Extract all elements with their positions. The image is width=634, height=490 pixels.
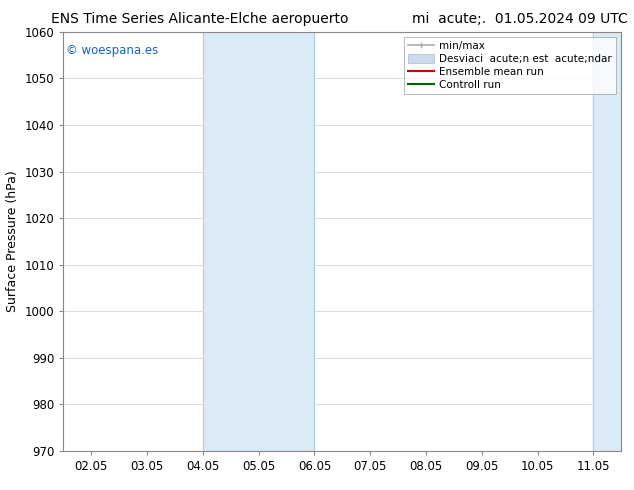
Y-axis label: Surface Pressure (hPa): Surface Pressure (hPa) bbox=[6, 171, 19, 312]
Text: mi  acute;.  01.05.2024 09 UTC: mi acute;. 01.05.2024 09 UTC bbox=[412, 12, 628, 26]
Bar bbox=[593, 32, 627, 451]
Text: © woespana.es: © woespana.es bbox=[66, 45, 158, 57]
Bar bbox=[203, 32, 314, 451]
Text: ENS Time Series Alicante-Elche aeropuerto: ENS Time Series Alicante-Elche aeropuert… bbox=[51, 12, 348, 26]
Legend: min/max, Desviaci  acute;n est  acute;ndar, Ensemble mean run, Controll run: min/max, Desviaci acute;n est acute;ndar… bbox=[404, 37, 616, 94]
